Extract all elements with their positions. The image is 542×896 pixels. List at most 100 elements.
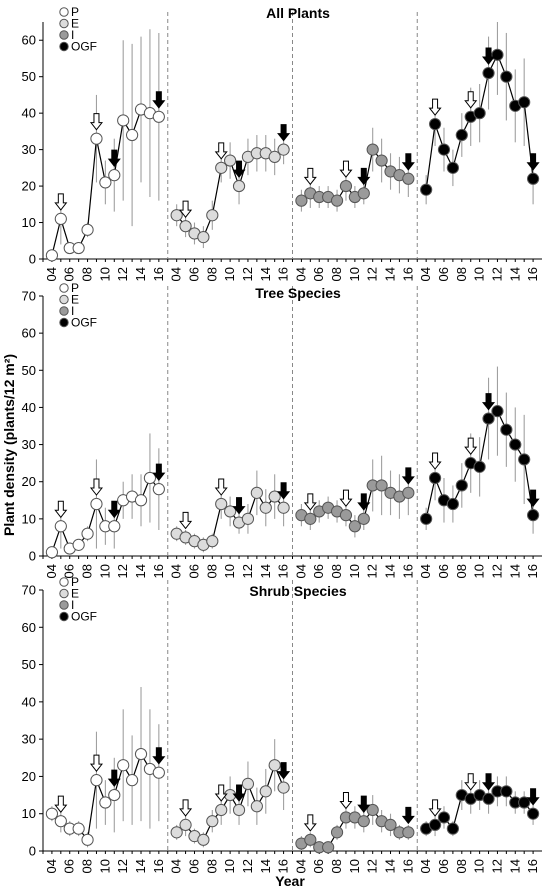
data-point xyxy=(180,819,191,830)
x-tick-label: 06 xyxy=(436,859,451,873)
x-tick-label: 16 xyxy=(151,267,166,281)
data-point xyxy=(403,487,414,498)
data-point xyxy=(331,195,342,206)
x-tick-label: 04 xyxy=(418,267,433,281)
data-point xyxy=(492,49,503,60)
x-tick-label: 12 xyxy=(489,267,504,281)
legend-marker xyxy=(60,284,68,292)
series-I xyxy=(296,128,414,212)
data-point xyxy=(100,797,111,808)
data-point xyxy=(278,502,289,513)
x-tick-label: 16 xyxy=(151,859,166,873)
x-tick-label: 10 xyxy=(472,859,487,873)
x-tick-label: 10 xyxy=(222,859,237,873)
y-tick-label: 10 xyxy=(22,215,36,230)
data-point xyxy=(127,129,138,140)
filled-arrow-icon xyxy=(403,154,414,170)
x-tick-label: 10 xyxy=(472,564,487,578)
data-point xyxy=(46,250,57,261)
x-tick-label: 12 xyxy=(365,859,380,873)
x-tick-label: 06 xyxy=(62,859,77,873)
data-point xyxy=(483,67,494,78)
x-tick-label: 04 xyxy=(169,267,184,281)
x-tick-label: 08 xyxy=(204,267,219,281)
x-tick-label: 08 xyxy=(329,267,344,281)
x-tick-label: 06 xyxy=(186,859,201,873)
y-tick-label: 10 xyxy=(22,511,36,526)
data-point xyxy=(135,495,146,506)
x-tick-label: 10 xyxy=(97,564,112,578)
data-point xyxy=(55,213,66,224)
series-E xyxy=(171,471,289,553)
open-arrow-icon xyxy=(340,792,351,808)
data-point xyxy=(198,834,209,845)
x-tick-label: 12 xyxy=(240,267,255,281)
x-tick-label: 08 xyxy=(204,564,219,578)
data-point xyxy=(225,155,236,166)
filled-arrow-icon xyxy=(483,394,494,410)
data-point xyxy=(323,842,334,853)
x-tick-label: 08 xyxy=(454,267,469,281)
data-point xyxy=(483,413,494,424)
series-E xyxy=(171,739,289,847)
open-arrow-icon xyxy=(340,490,351,506)
x-tick-label: 08 xyxy=(454,859,469,873)
open-arrow-icon xyxy=(305,494,316,510)
series-I xyxy=(296,456,414,538)
x-tick-label: 12 xyxy=(115,564,130,578)
data-point xyxy=(429,118,440,129)
data-point xyxy=(483,793,494,804)
data-point xyxy=(340,510,351,521)
series-OGF xyxy=(421,367,539,534)
y-tick-label: 60 xyxy=(22,33,36,48)
data-point xyxy=(519,454,530,465)
data-point xyxy=(358,513,369,524)
x-tick-label: 12 xyxy=(240,564,255,578)
data-point xyxy=(118,760,129,771)
data-point xyxy=(207,210,218,221)
data-point xyxy=(153,111,164,122)
x-tick-label: 04 xyxy=(169,859,184,873)
data-point xyxy=(207,536,218,547)
open-arrow-icon xyxy=(465,774,476,790)
x-tick-label: 16 xyxy=(276,564,291,578)
x-tick-label: 08 xyxy=(80,267,95,281)
data-point xyxy=(153,484,164,495)
legend-marker xyxy=(60,589,68,597)
open-arrow-icon xyxy=(430,99,441,115)
open-arrow-icon xyxy=(180,512,191,528)
x-tick-label: 16 xyxy=(525,859,540,873)
data-point xyxy=(109,521,120,532)
y-tick-label: 0 xyxy=(29,844,36,859)
data-point xyxy=(527,510,538,521)
data-point xyxy=(109,789,120,800)
data-point xyxy=(501,786,512,797)
x-axis-label: Year xyxy=(275,873,305,889)
x-tick-label: 12 xyxy=(365,564,380,578)
x-tick-label: 14 xyxy=(258,564,273,578)
series-OGF xyxy=(421,22,539,204)
data-point xyxy=(135,748,146,759)
x-tick-label: 10 xyxy=(97,267,112,281)
x-tick-label: 12 xyxy=(489,564,504,578)
data-point xyxy=(127,775,138,786)
x-tick-label: 08 xyxy=(329,564,344,578)
data-point xyxy=(438,812,449,823)
filled-arrow-icon xyxy=(153,748,164,764)
x-tick-label: 04 xyxy=(44,267,59,281)
x-tick-label: 04 xyxy=(44,564,59,578)
chart-title: All Plants xyxy=(266,5,330,21)
x-tick-label: 12 xyxy=(115,859,130,873)
x-tick-label: 10 xyxy=(472,267,487,281)
x-tick-label: 06 xyxy=(186,564,201,578)
data-point xyxy=(358,188,369,199)
series-OGF xyxy=(421,774,539,836)
x-tick-label: 06 xyxy=(436,267,451,281)
y-tick-label: 10 xyxy=(22,806,36,821)
data-point xyxy=(305,513,316,524)
open-arrow-icon xyxy=(465,438,476,454)
legend-marker xyxy=(60,42,68,50)
data-point xyxy=(242,778,253,789)
